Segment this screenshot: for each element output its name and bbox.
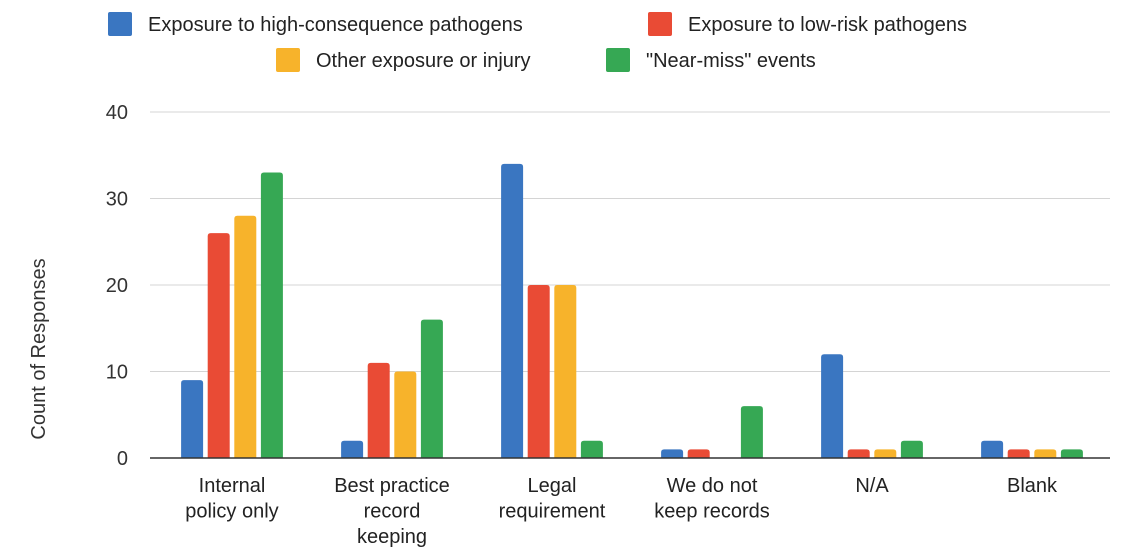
legend-item: "Near-miss" events	[606, 48, 816, 72]
bar	[847, 449, 870, 458]
bar	[1034, 449, 1057, 458]
bar	[1007, 449, 1030, 458]
y-tick-label: 0	[117, 448, 128, 470]
y-axis-label: Count of Responses	[28, 258, 50, 439]
y-tick-label: 10	[106, 362, 128, 384]
bar	[260, 172, 283, 459]
bar	[501, 163, 524, 458]
bar	[661, 449, 684, 458]
x-tick-label: N/A	[855, 475, 889, 497]
bar	[580, 440, 603, 458]
x-tick-label: Legal requirement	[499, 475, 606, 523]
x-tick-label: Internal policy only	[185, 475, 278, 523]
bar	[1060, 449, 1083, 458]
bar	[900, 440, 923, 458]
bar	[874, 449, 897, 458]
y-tick-label: 30	[106, 189, 128, 211]
legend-item: Exposure to low-risk pathogens	[648, 12, 967, 36]
y-axis-ticks: 0 10 20 30 40	[106, 102, 128, 470]
x-axis-labels: Internal policy only Best practice record ke…	[185, 475, 1058, 548]
legend-label: "Near-miss" events	[646, 50, 816, 72]
bars	[181, 163, 1083, 459]
legend-label: Exposure to low-risk pathogens	[688, 14, 967, 36]
x-tick-label: Best practice record keeping	[334, 475, 450, 548]
legend-swatch	[648, 12, 672, 36]
bar	[527, 285, 550, 458]
x-tick-label: Blank	[1007, 475, 1058, 497]
legend: Exposure to high-consequence pathogens Ex…	[108, 12, 967, 72]
bar	[234, 215, 257, 458]
legend-swatch	[276, 48, 300, 72]
legend-item: Exposure to high-consequence pathogens	[108, 12, 523, 36]
y-tick-label: 40	[106, 102, 128, 124]
legend-label: Other exposure or injury	[316, 50, 531, 72]
bar	[207, 233, 230, 458]
bar	[181, 380, 204, 458]
bar	[341, 440, 364, 458]
y-tick-label: 20	[106, 275, 128, 297]
x-tick-label: We do not keep records	[654, 475, 770, 523]
bar	[687, 449, 710, 458]
legend-swatch	[108, 12, 132, 36]
bar	[821, 354, 844, 458]
bar	[740, 406, 763, 458]
bar	[394, 371, 417, 458]
bar	[367, 362, 390, 458]
gridlines	[150, 111, 1110, 372]
bar	[554, 285, 577, 458]
legend-label: Exposure to high-consequence pathogens	[148, 14, 523, 36]
legend-swatch	[606, 48, 630, 72]
legend-item: Other exposure or injury	[276, 48, 531, 72]
bar	[420, 319, 443, 458]
bar	[981, 440, 1004, 458]
